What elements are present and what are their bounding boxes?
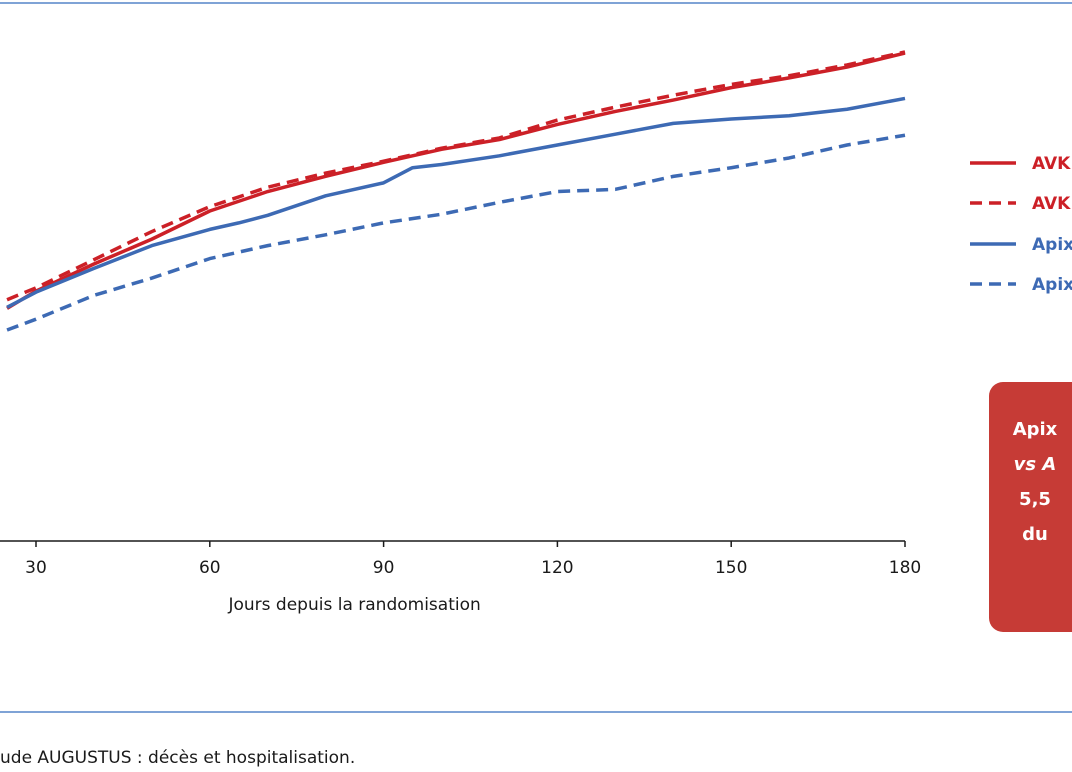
top-rule	[0, 2, 1072, 4]
x-tick-label-120: 120	[541, 558, 573, 578]
series-line-1-red-solid	[6, 51, 906, 310]
figure-caption: ude AUGUSTUS : décès et hospitalisation.	[0, 748, 356, 768]
legend: AVK AVK Apix Apix	[970, 154, 1072, 295]
x-tick-label-180: 180	[889, 558, 921, 578]
series-lines	[6, 50, 906, 332]
callout-line-1: Apix	[1012, 419, 1058, 440]
x-axis-title: Jours depuis la randomisation	[227, 595, 480, 615]
x-tick-label-90: 90	[373, 558, 395, 578]
callout-box: Apix vs A 5,5 du	[989, 382, 1072, 632]
series-line-4-blue-dashed	[6, 133, 906, 332]
x-ticks: 30 60 90 120 150 180	[25, 541, 921, 578]
legend-label-4: Apix	[1032, 275, 1072, 295]
x-tick-label-150: 150	[715, 558, 747, 578]
callout-line-2: vs A	[1013, 454, 1057, 475]
x-tick-label-60: 60	[199, 558, 221, 578]
callout-line-4: du	[1022, 524, 1048, 545]
callout-line-3: 5,5	[1019, 489, 1051, 510]
legend-label-2: AVK	[1032, 194, 1071, 214]
legend-label-1: AVK	[1032, 154, 1071, 174]
legend-label-3: Apix	[1032, 235, 1072, 255]
series-line-2-red-dashed	[6, 50, 906, 302]
x-tick-label-30: 30	[25, 558, 47, 578]
bottom-rule	[0, 711, 1072, 713]
series-line-3-blue-solid	[6, 96, 906, 309]
